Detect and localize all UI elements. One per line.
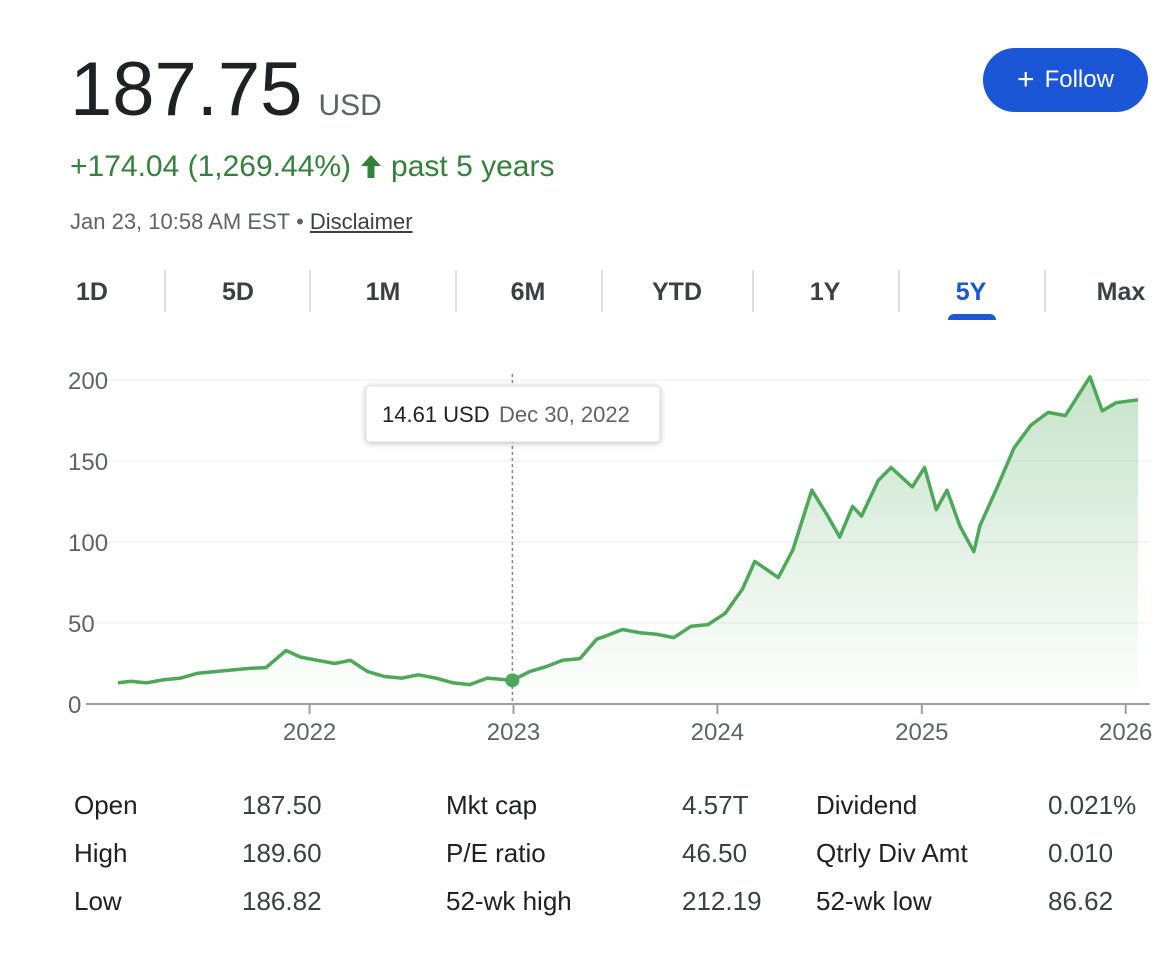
tab-6m[interactable]: 6M: [510, 277, 546, 306]
stat-value-dividend: 0.021%: [1048, 790, 1137, 820]
time-range-tabs: 1D 5D 1M 6M YTD 1Y 5Y Max: [62, 266, 1170, 326]
x-tick-label: 2026: [1099, 719, 1152, 746]
key-stats: Open 187.50 High 189.60 Low 186.82 Mkt c…: [74, 790, 1154, 930]
price-chart[interactable]: 0 50 100 150 200 2022 2023 2024 2025 2026 14.61 U…: [0, 360, 1170, 760]
y-tick-label: 150: [68, 449, 108, 476]
tab-divider: [601, 270, 603, 312]
stat-label-qtrly-div: Qtrly Div Amt: [816, 838, 968, 868]
tab-5d[interactable]: 5D: [222, 277, 254, 306]
currency-label: USD: [318, 89, 382, 122]
tab-ytd[interactable]: YTD: [652, 277, 702, 306]
tab-divider: [752, 270, 754, 312]
tooltip-date: Dec 30, 2022: [499, 402, 630, 427]
tooltip-point: [505, 673, 520, 688]
tab-divider: [898, 270, 900, 312]
x-tick-label: 2025: [895, 719, 948, 746]
x-tick-label: 2023: [487, 719, 540, 746]
stat-value-high: 189.60: [242, 838, 322, 868]
y-tick-label: 0: [68, 692, 81, 719]
price-area-fill: [118, 376, 1138, 704]
plus-icon: +: [1017, 63, 1035, 96]
change-period: past 5 years: [391, 150, 555, 183]
stat-label-pe-ratio: P/E ratio: [446, 838, 546, 868]
stat-value-52wk-low: 86.62: [1048, 886, 1114, 916]
stat-label-mkt-cap: Mkt cap: [446, 790, 538, 820]
stat-value-pe-ratio: 46.50: [682, 838, 748, 868]
stat-label-low: Low: [74, 886, 122, 916]
separator-dot: •: [296, 209, 304, 234]
x-tick-label: 2024: [691, 719, 744, 746]
tab-divider: [455, 270, 457, 312]
tab-divider: [1044, 270, 1046, 312]
x-tick-label: 2022: [283, 719, 336, 746]
stat-label-52wk-low: 52-wk low: [816, 886, 932, 916]
stat-label-dividend: Dividend: [816, 790, 918, 820]
active-tab-indicator: [948, 314, 996, 320]
disclaimer-link[interactable]: Disclaimer: [309, 209, 413, 234]
tab-1y[interactable]: 1Y: [809, 277, 841, 306]
tooltip-box: [365, 385, 661, 443]
tab-divider: [309, 270, 311, 312]
follow-label: Follow: [1044, 66, 1114, 93]
stat-value-mkt-cap: 4.57T: [682, 790, 749, 820]
change-value: +174.04 (1,269.44%): [70, 150, 352, 183]
tab-1m[interactable]: 1M: [365, 277, 401, 306]
follow-button[interactable]: + Follow: [983, 48, 1148, 112]
y-tick-label: 200: [68, 368, 108, 395]
tab-divider: [164, 270, 166, 312]
stat-value-low: 186.82: [242, 886, 322, 916]
price-change: +174.04 (1,269.44%) past 5 years: [70, 150, 554, 184]
tooltip-value: 14.61 USD: [382, 402, 490, 427]
stat-value-open: 187.50: [242, 790, 322, 820]
price-series-line: [117, 375, 1139, 687]
tab-5y[interactable]: 5Y: [955, 277, 987, 306]
quote-timestamp: Jan 23, 10:58 AM EST: [70, 209, 291, 234]
stat-value-52wk-high: 212.19: [682, 886, 762, 916]
y-tick-label: 50: [68, 611, 95, 638]
price-row: 187.75 USD: [70, 52, 382, 128]
stock-price: 187.75: [70, 47, 303, 132]
stat-value-qtrly-div: 0.010: [1048, 838, 1114, 868]
stat-label-52wk-high: 52-wk high: [446, 886, 572, 916]
tab-1d[interactable]: 1D: [76, 277, 108, 306]
stat-label-open: Open: [74, 790, 138, 820]
arrow-up-icon: [361, 155, 382, 178]
tab-max[interactable]: Max: [1096, 277, 1146, 306]
y-tick-label: 100: [68, 530, 108, 557]
timestamp-row: Jan 23, 10:58 AM EST • Disclaimer: [70, 209, 413, 235]
stat-label-high: High: [74, 838, 128, 868]
